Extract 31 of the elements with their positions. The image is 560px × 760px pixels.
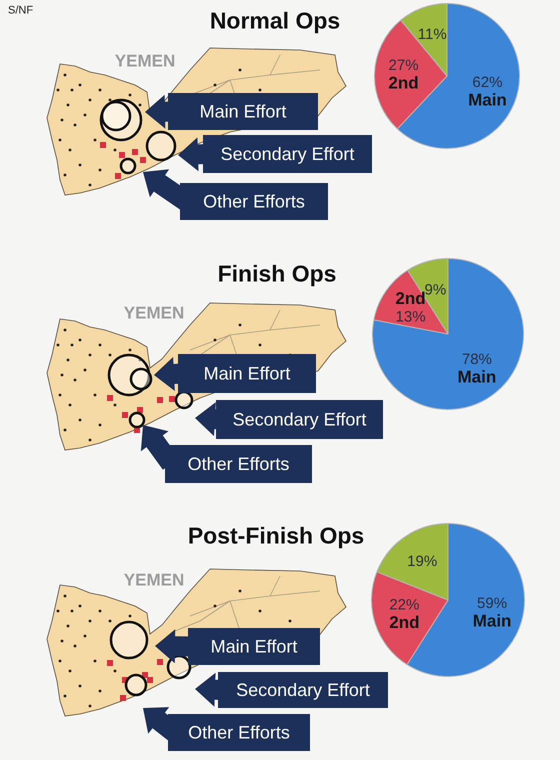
- text: Secondary Effort: [232, 409, 366, 430]
- chart-title: Post-Finish Ops: [188, 522, 364, 548]
- data-label: 19%: [407, 553, 438, 570]
- slice-label: Main: [458, 368, 496, 387]
- text: Other Efforts: [188, 722, 290, 742]
- slice-label: 2nd: [395, 289, 426, 308]
- data-label: 11%: [418, 26, 447, 44]
- data-label: 13%: [396, 308, 426, 326]
- slice-label: Main: [468, 90, 507, 110]
- text: Other Efforts: [188, 454, 290, 474]
- slice-label: 2nd: [388, 73, 419, 92]
- text: Main Effort: [204, 363, 290, 384]
- chart-title: Normal Ops: [210, 7, 340, 34]
- data-label: 62%: [472, 74, 502, 92]
- text: YEMEN: [124, 304, 184, 323]
- data-label: 27%: [388, 56, 419, 74]
- text: Main Effort: [200, 101, 286, 122]
- chart-title: Finish Ops: [218, 260, 336, 286]
- data-label: 22%: [389, 596, 420, 614]
- slice-label: 2nd: [389, 612, 420, 632]
- slice-label: Main: [472, 611, 512, 630]
- text: Other Efforts: [203, 191, 305, 212]
- text: Main Effort: [210, 636, 298, 656]
- data-label: 59%: [477, 594, 508, 612]
- data-label: 9%: [424, 282, 446, 299]
- text: YEMEN: [114, 52, 176, 71]
- text: YEMEN: [124, 570, 184, 590]
- data-label: 78%: [462, 351, 492, 368]
- text: Secondary Effort: [236, 680, 370, 700]
- text: S/NF: [8, 4, 34, 17]
- text: Secondary Effort: [220, 144, 354, 164]
